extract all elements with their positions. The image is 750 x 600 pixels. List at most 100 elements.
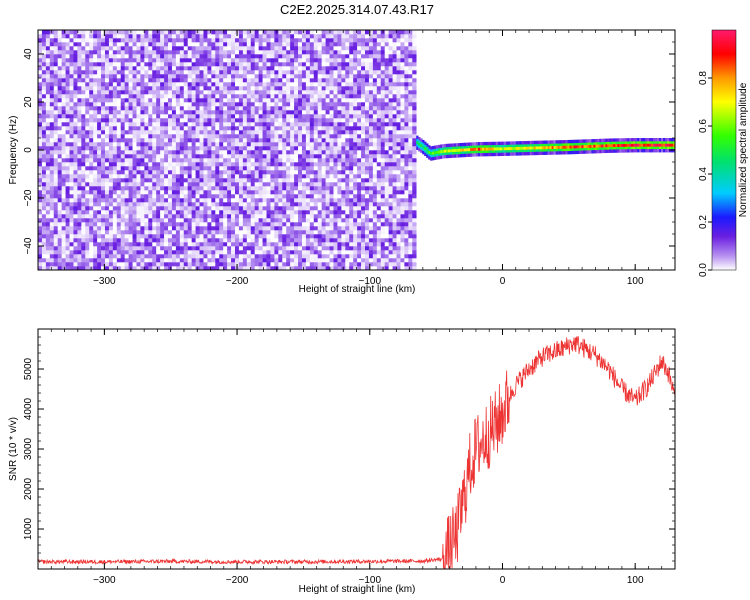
noise-cell: [301, 78, 307, 83]
noise-cell: [77, 206, 82, 211]
noise-cell: [207, 82, 212, 87]
noise-cell: [195, 198, 200, 203]
noise-cell: [116, 54, 122, 59]
noise-cell: [168, 102, 173, 107]
noise-cell: [286, 190, 291, 195]
noise-cell: [333, 170, 338, 175]
noise-cell: [104, 34, 110, 39]
noise-cell: [223, 138, 228, 143]
noise-cell: [38, 94, 43, 99]
noise-cell: [357, 234, 362, 239]
noise-cell: [183, 146, 189, 151]
noise-cell: [207, 106, 212, 111]
noise-cell: [207, 162, 212, 167]
noise-cell: [124, 70, 129, 75]
noise-cell: [168, 162, 173, 167]
noise-cell: [231, 78, 236, 83]
noise-cell: [124, 250, 129, 255]
noise-cell: [73, 254, 78, 259]
noise-cell: [120, 46, 125, 51]
noise-cell: [183, 206, 189, 211]
noise-cell: [104, 258, 110, 263]
noise-cell: [195, 74, 200, 79]
noise-cell: [148, 106, 153, 111]
noise-cell: [282, 222, 287, 227]
noise-cell: [325, 182, 330, 187]
noise-cell: [148, 162, 153, 167]
noise-cell: [286, 198, 291, 203]
noise-cell: [124, 162, 129, 167]
noise-cell: [65, 246, 70, 251]
noise-cell: [250, 186, 255, 191]
noise-cell: [231, 90, 236, 95]
noise-cell: [164, 214, 169, 219]
noise-cell: [183, 198, 189, 203]
noise-cell: [175, 98, 181, 103]
noise-cell: [329, 238, 334, 243]
noise-cell: [321, 202, 326, 207]
noise-cell: [53, 186, 58, 191]
noise-cell: [164, 122, 169, 127]
noise-cell: [61, 106, 66, 111]
noise-cell: [124, 34, 129, 39]
noise-cell: [266, 206, 271, 211]
noise-cell: [101, 178, 106, 183]
noise-cell: [187, 50, 192, 55]
noise-cell: [215, 118, 220, 123]
noise-cell: [101, 238, 106, 243]
noise-cell: [187, 222, 192, 227]
noise-cell: [211, 198, 216, 203]
noise-cell: [152, 122, 157, 127]
noise-cell: [266, 218, 271, 223]
noise-cell: [317, 198, 322, 203]
noise-cell: [234, 134, 240, 139]
noise-cell: [211, 110, 216, 115]
noise-cell: [140, 102, 145, 107]
noise-cell: [38, 182, 43, 187]
noise-cell: [104, 186, 110, 191]
noise-cell: [156, 46, 161, 51]
noise-cell: [187, 34, 192, 39]
noise-cell: [183, 94, 189, 99]
noise-cell: [262, 250, 267, 255]
noise-cell: [219, 170, 224, 175]
noise-cell: [85, 258, 90, 263]
noise-cell: [203, 230, 208, 235]
noise-cell: [290, 198, 295, 203]
noise-cell: [160, 46, 165, 51]
noise-cell: [357, 194, 362, 199]
noise-cell: [309, 190, 315, 195]
noise-cell: [199, 102, 204, 107]
noise-cell: [191, 174, 196, 179]
noise-cell: [234, 82, 240, 87]
noise-cell: [187, 130, 192, 135]
noise-cell: [325, 158, 330, 163]
noise-cell: [341, 38, 346, 43]
noise-cell: [290, 178, 295, 183]
noise-cell: [294, 162, 299, 167]
noise-cell: [144, 258, 149, 263]
noise-cell: [238, 94, 244, 99]
noise-cell: [144, 54, 149, 59]
noise-cell: [329, 78, 334, 83]
noise-cell: [108, 210, 114, 215]
noise-cell: [309, 82, 315, 87]
noise-cell: [219, 122, 224, 127]
noise-cell: [152, 62, 157, 67]
noise-cell: [77, 154, 82, 159]
noise-cell: [85, 30, 90, 35]
noise-cell: [171, 266, 177, 270]
noise-cell: [254, 78, 259, 83]
noise-cell: [152, 86, 157, 91]
noise-cell: [321, 238, 326, 243]
noise-cell: [250, 154, 255, 159]
noise-cell: [305, 230, 311, 235]
noise-cell: [128, 118, 133, 123]
noise-cell: [361, 102, 366, 107]
noise-cell: [191, 74, 196, 79]
noise-cell: [179, 214, 185, 219]
noise-cell: [282, 242, 287, 247]
noise-cell: [282, 262, 287, 267]
noise-cell: [337, 262, 342, 267]
noise-cell: [270, 38, 275, 43]
